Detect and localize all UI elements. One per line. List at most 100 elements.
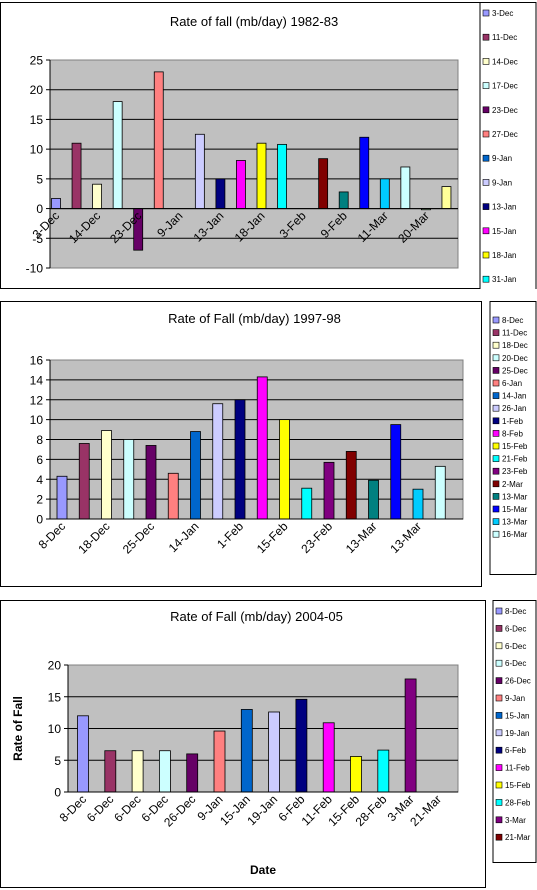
y-tick-label: 16 <box>30 354 44 368</box>
legend-label: 20-Dec <box>502 354 528 363</box>
legend-label: 14-Jan <box>502 392 526 401</box>
bar-28-feb <box>377 749 390 793</box>
bar-23-feb <box>323 461 335 520</box>
chart-rate-of-fall-2004-05: Rate of Fall (mb/day) 2004-05 0 5 10 15 20 8-D… <box>0 600 537 888</box>
legend-label: 11-Dec <box>502 329 527 338</box>
bar-11-feb <box>322 722 335 793</box>
bar-13-mar <box>368 479 379 520</box>
bar-15-mar <box>390 424 402 520</box>
bar-13-mar <box>412 488 424 520</box>
chart-title: Rate of Fall (mb/day) 2004-05 <box>170 609 343 624</box>
bar-15-jan <box>236 160 246 209</box>
legend-swatch <box>495 799 503 806</box>
legend-label: 23-Dec <box>492 106 518 115</box>
bar-15-feb <box>350 756 362 793</box>
legend-swatch <box>492 341 500 349</box>
bar-19-jan <box>268 711 281 793</box>
bar-20-mar <box>441 186 452 209</box>
legend-swatch <box>492 493 500 500</box>
legend-swatch <box>492 480 500 488</box>
legend-label: 8-Feb <box>502 429 523 438</box>
legend-swatch <box>492 367 500 374</box>
y-tick-label: 10 <box>30 143 44 157</box>
legend-label: 14-Dec <box>492 57 518 66</box>
y-tick-label: 14 <box>30 373 44 387</box>
legend-swatch <box>495 746 503 754</box>
legend-swatch <box>492 329 500 336</box>
legend-swatch <box>495 677 503 684</box>
chart-title: Rate of Fall (mb/day) 1997-98 <box>168 311 341 326</box>
bar-26-dec <box>186 753 199 793</box>
chart-rate-of-fall-1997-98: Rate of Fall (mb/day) 1997-98 0 2 4 6 8 10 12 14… <box>0 301 537 587</box>
y-axis-title: Rate of Fall <box>11 696 25 761</box>
legend-swatch <box>482 58 490 65</box>
bar-11-dec <box>71 142 82 209</box>
y-tick-label: 10 <box>30 413 44 427</box>
bar-9-jan <box>194 133 205 209</box>
y-tick-label: 0 <box>36 202 43 216</box>
legend-swatch <box>492 379 500 387</box>
bar-11-dec <box>78 443 90 520</box>
bar-17-dec <box>112 101 123 209</box>
legend-label: 18-Dec <box>502 341 528 350</box>
legend-swatch <box>482 179 490 186</box>
legend-swatch <box>482 106 490 114</box>
legend-label: 21-Mar <box>505 833 531 842</box>
bar-6-jan <box>167 472 179 520</box>
bar-6-dec <box>104 750 117 793</box>
legend-label: 11-Dec <box>492 33 517 42</box>
bar-15-feb <box>279 419 290 520</box>
legend-label: 13-Jan <box>492 203 516 212</box>
legend-label: 15-Jan <box>505 711 529 720</box>
legend-swatch <box>492 404 500 412</box>
y-tick-label: 20 <box>30 83 44 97</box>
legend-swatch <box>495 764 503 771</box>
legend-swatch <box>492 417 500 425</box>
y-tick-label: 8 <box>36 433 43 447</box>
bar-1-feb <box>234 399 246 520</box>
legend-label: 15-Jan <box>492 227 516 236</box>
bar-3-mar <box>404 678 417 793</box>
bar-15-jan <box>240 709 253 793</box>
y-tick-label: -10 <box>26 262 44 276</box>
y-tick-label: 6 <box>36 453 43 467</box>
legend-label: 13-Mar <box>502 518 528 527</box>
bar-15-mar <box>400 166 411 209</box>
legend-swatch <box>495 607 503 615</box>
legend-swatch <box>492 518 500 525</box>
legend-swatch <box>492 505 500 513</box>
bar-26-jan <box>212 403 224 520</box>
bar-14-dec <box>92 183 102 209</box>
y-tick-label: 0 <box>54 786 61 800</box>
legend-label: 15-Feb <box>502 442 528 451</box>
y-tick-label: 0 <box>36 513 43 527</box>
legend-label: 2-Mar <box>502 480 523 489</box>
bar-8-dec <box>56 475 68 520</box>
bar-3-dec <box>51 198 61 209</box>
legend-swatch <box>495 659 503 667</box>
legend-swatch <box>482 154 490 162</box>
x-axis-title: Date <box>250 863 276 877</box>
legend-swatch <box>492 467 500 475</box>
legend-label: 21-Feb <box>502 455 528 464</box>
y-tick-label: 25 <box>30 54 44 68</box>
legend-label: 26-Dec <box>505 677 531 686</box>
y-tick-label: 12 <box>30 393 44 407</box>
legend-box <box>479 2 537 289</box>
y-tick-label: 4 <box>36 473 43 487</box>
legend-label: 15-Mar <box>502 505 528 514</box>
y-tick-label: 5 <box>54 754 61 768</box>
legend-label: 23-Feb <box>502 467 528 476</box>
bar-27-dec <box>153 71 164 209</box>
legend-swatch <box>482 203 490 210</box>
y-tick-label: 5 <box>36 172 43 186</box>
bar-9-jan <box>213 730 226 793</box>
legend-swatch <box>482 227 490 235</box>
legend-label: 18-Jan <box>492 251 516 260</box>
legend-swatch <box>495 781 503 789</box>
legend-swatch <box>482 275 490 283</box>
bar-6-dec <box>131 750 144 793</box>
legend-label: 17-Dec <box>492 82 518 91</box>
legend-swatch <box>495 729 503 737</box>
bar-13-jan <box>215 178 226 209</box>
